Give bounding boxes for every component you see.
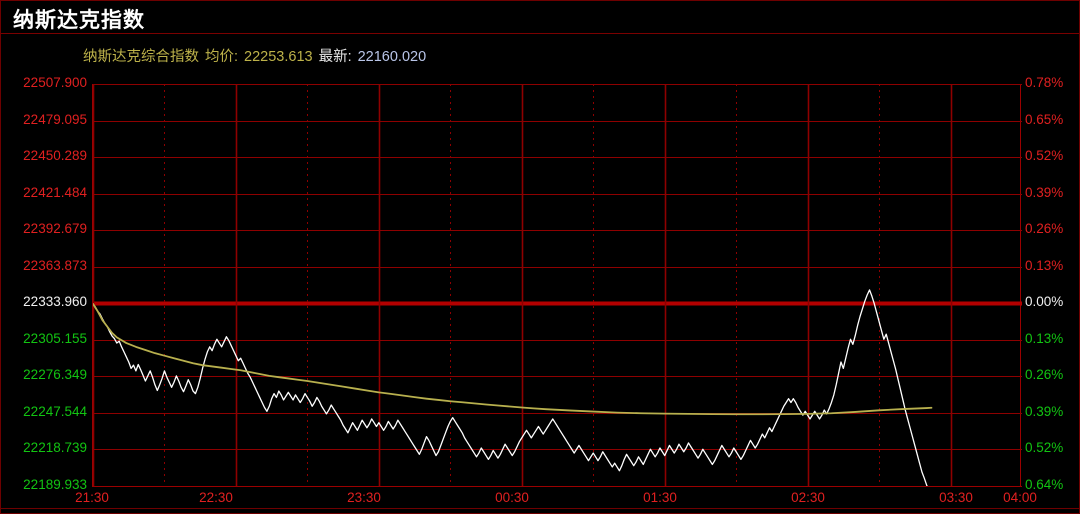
y-axis-left-tick: 22507.900 <box>23 75 87 90</box>
x-axis-line <box>92 486 1022 487</box>
series-line-average <box>93 303 933 416</box>
y-axis-left-tick: 22363.873 <box>23 257 87 273</box>
x-axis-tick: 21:30 <box>75 490 109 505</box>
y-axis-left-tick: 22247.544 <box>23 403 87 419</box>
index-name-label: 纳斯达克综合指数 <box>83 49 199 65</box>
quote-info-line: 纳斯达克综合指数 均价: 22253.613 最新: 22160.020 <box>83 48 426 66</box>
x-axis-tick: 02:30 <box>791 490 825 505</box>
y-axis-right-tick: 0.13% <box>1025 257 1064 273</box>
y-axis-left-tick: 22218.739 <box>23 440 87 456</box>
x-axis-tick: 23:30 <box>347 490 381 505</box>
y-axis-left-tick: 22305.155 <box>23 330 87 346</box>
y-axis-right-tick: 0.39% <box>1025 403 1064 419</box>
y-axis-right-tick: 0.52% <box>1025 148 1064 164</box>
x-axis-tick: 00:30 <box>495 490 529 505</box>
y-axis-left-tick: 22333.960 <box>23 294 87 310</box>
x-axis-tick: 03:30 <box>939 490 973 505</box>
x-axis-tick: 01:30 <box>643 490 677 505</box>
last-price-value: 22160.020 <box>357 49 427 65</box>
x-axis-tick: 04:00 <box>1003 490 1037 505</box>
y-axis-left-tick: 22450.289 <box>23 148 87 164</box>
y-axis-left-tick: 22479.095 <box>23 111 87 127</box>
y-axis-right-tick: 0.00% <box>1025 294 1064 310</box>
y-axis-right-tick: 0.52% <box>1025 440 1064 456</box>
y-axis-right-tick: 0.26% <box>1025 221 1064 237</box>
y-axis-left-tick: 22276.349 <box>23 367 87 383</box>
y-axis-left-tick: 22392.679 <box>23 221 87 237</box>
y-axis-left-tick: 22189.933 <box>23 477 87 492</box>
chart-plot-area[interactable] <box>92 84 1022 486</box>
window-bottom-border <box>1 508 1079 509</box>
y-axis-right-tick: 0.39% <box>1025 184 1064 200</box>
chart-svg <box>93 84 1022 486</box>
window-header: 纳斯达克指数 <box>1 1 1079 34</box>
avg-price-value: 22253.613 <box>244 49 313 65</box>
y-axis-right-tick: 0.78% <box>1025 75 1064 90</box>
last-price-label: 最新: <box>318 49 352 65</box>
y-axis-right-tick: 0.26% <box>1025 367 1064 383</box>
y-axis-right-tick: 0.13% <box>1025 330 1064 346</box>
avg-price-label: 均价: <box>205 49 239 65</box>
y-axis-right-tick: 0.65% <box>1025 111 1064 127</box>
page-title: 纳斯达克指数 <box>13 9 145 32</box>
series-line-price <box>93 289 928 486</box>
y-axis-left-tick: 22421.484 <box>23 184 87 200</box>
x-axis-tick: 22:30 <box>199 490 233 505</box>
